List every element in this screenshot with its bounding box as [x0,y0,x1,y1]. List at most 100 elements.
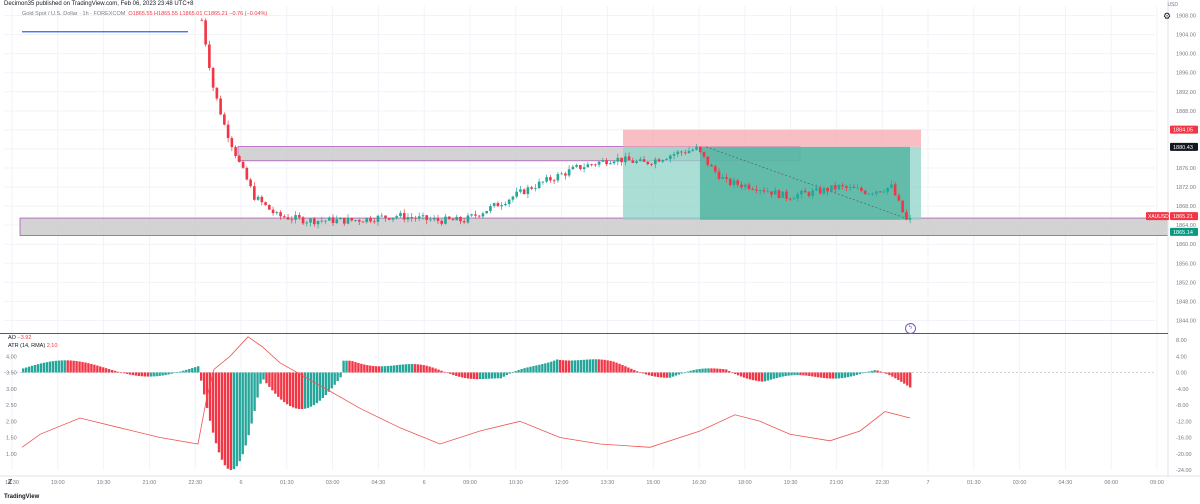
candle-body [354,220,357,221]
ao-bar [734,372,737,374]
candle-body [211,67,215,88]
ao-bar [668,372,672,378]
ao-bar [348,360,351,373]
ao-bar [22,368,25,373]
gear-icon[interactable]: ⚙ [1163,11,1172,21]
trade-path-line [705,146,911,221]
ao-bar [481,372,485,380]
x-tick-label: 7 [926,480,929,486]
candle-body [811,190,815,196]
candle-body [545,177,548,182]
ao-legend[interactable]: AO −3.92 [8,335,31,341]
ao-bar [122,372,126,374]
candle-body [886,187,889,192]
ao-bar [873,370,876,373]
ao-bar [760,372,764,382]
candle-body [204,20,207,45]
ao-bar [754,372,758,381]
ao-bar [645,372,648,375]
ao-bar [609,360,612,373]
candle-body [507,199,511,204]
ao-bar [674,372,678,376]
candle-body [560,173,563,175]
candle-body [249,179,252,187]
ao-bar [229,372,233,470]
candle-body [455,216,459,221]
ao-bar [636,371,639,373]
candle-body [818,188,822,194]
candle-body [226,124,230,139]
ao-bar [211,372,215,433]
candle-body [500,205,503,207]
ao-bar [742,372,746,378]
x-tick-label: 04:30 [372,480,386,486]
atr-tick-label: 1.50 [6,436,17,442]
ao-bar [78,361,81,373]
candle-body [571,166,575,170]
candle-body [766,191,770,193]
demand-zone [19,217,1169,236]
ao-bar [360,363,363,373]
candle-body [736,180,740,185]
ao-tick-label: -16.00 [1176,436,1192,442]
symbol-legend[interactable]: Gold Spot / U.S. Dollar · 1h · FOREXCOM … [22,11,267,17]
candle-body [305,222,309,224]
ao-bar [170,372,173,374]
ao-bar [556,359,559,373]
ao-bar [861,372,864,374]
axes: 18:30 19:00 19:30 21:00 22:30 6 01:30 03:00 04:3… [0,0,1200,486]
ao-bar [294,372,298,409]
candle-body [219,98,222,115]
candle-body [271,209,275,214]
candle-body [241,161,245,168]
ao-bar [306,372,310,408]
ao-value: −3.92 [17,335,32,341]
ao-bar [274,372,277,394]
ao-bar [357,362,360,373]
ao-bar [280,372,283,400]
ao-bar [256,372,259,398]
candle-body [635,161,638,163]
x-tick-label: 01:30 [967,480,981,486]
ao-bar [113,370,117,373]
x-tick-label: 21:00 [143,480,157,486]
candle-body [702,151,706,157]
price-label-stop: 1884.05 [1173,128,1193,134]
candle-body [286,217,290,220]
ao-bar [398,364,402,373]
candle-body [496,203,500,207]
ao-bar [262,372,265,380]
ao-bar [633,370,636,373]
candle-body [852,186,856,189]
atr-legend[interactable]: ATR (14, RMA) 2.10 [8,343,57,349]
ao-bar [882,372,885,374]
candlestick-series [200,17,912,229]
ao-bar [345,360,348,373]
candle-body [815,188,818,191]
zoom-icon[interactable]: Z [8,479,13,486]
candle-body [474,214,477,216]
ao-bar [526,367,529,373]
candle-body [391,217,395,220]
zones [19,31,1169,236]
lightning-clock-icon[interactable]: ϟ [905,323,916,334]
ao-bar [410,364,414,373]
atr-tick-label: 1.00 [6,452,17,458]
candle-body [350,217,354,221]
candle-body [826,187,829,192]
ao-tick-label: -20.00 [1176,452,1192,458]
candle-body [717,171,721,179]
ao-bar [437,369,440,373]
candle-body [320,220,324,222]
ao-bar [523,368,526,373]
ao-bar [197,366,200,373]
candle-body [691,149,695,151]
candle-body [683,152,687,154]
ao-bar [621,364,624,373]
ao-bar [401,364,405,373]
ao-bar [271,372,274,391]
ao-name: AO [8,335,16,341]
candle-body [785,191,788,199]
ao-bar [440,370,443,373]
